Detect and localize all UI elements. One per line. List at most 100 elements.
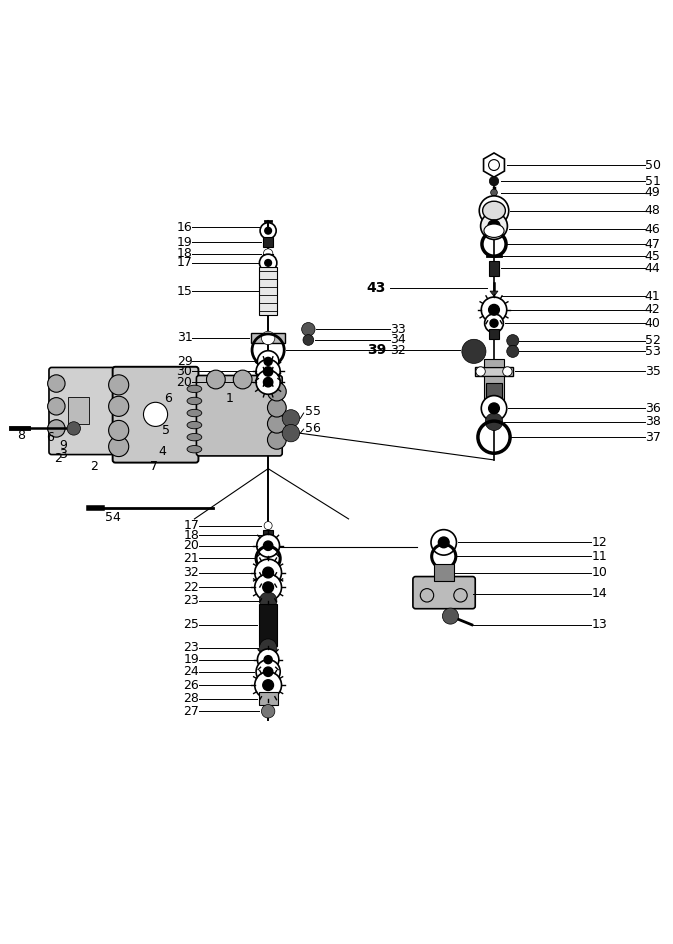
Text: 2: 2: [55, 452, 63, 465]
Text: 28: 28: [183, 692, 199, 705]
Text: 40: 40: [645, 316, 661, 329]
Bar: [259, 267, 277, 315]
Text: 6: 6: [46, 430, 54, 444]
Text: 13: 13: [591, 618, 607, 632]
Text: 16: 16: [176, 221, 192, 234]
Circle shape: [462, 339, 486, 363]
Text: 42: 42: [645, 303, 661, 316]
Ellipse shape: [187, 397, 202, 405]
Text: 23: 23: [183, 641, 199, 654]
Text: 32: 32: [390, 344, 406, 357]
Text: 23: 23: [183, 594, 199, 607]
Circle shape: [507, 334, 519, 346]
Bar: [69, 396, 89, 424]
Circle shape: [143, 402, 168, 427]
Circle shape: [108, 375, 129, 395]
FancyBboxPatch shape: [413, 577, 475, 609]
Text: 19: 19: [176, 236, 192, 248]
Text: 55: 55: [305, 405, 321, 418]
Text: 6: 6: [164, 392, 172, 405]
Circle shape: [108, 396, 129, 416]
Bar: [489, 329, 499, 339]
Text: 50: 50: [645, 159, 661, 172]
Text: 20: 20: [176, 376, 192, 389]
Text: 21: 21: [183, 552, 199, 565]
Ellipse shape: [187, 410, 202, 416]
Circle shape: [267, 398, 286, 417]
Text: 4: 4: [158, 446, 166, 459]
Text: 36: 36: [645, 402, 661, 414]
Text: 3: 3: [59, 448, 67, 461]
Circle shape: [485, 313, 503, 332]
Text: 53: 53: [645, 345, 661, 358]
Circle shape: [438, 537, 449, 548]
Bar: [262, 237, 273, 247]
Circle shape: [431, 530, 456, 555]
Text: 30: 30: [176, 365, 192, 378]
Circle shape: [261, 331, 275, 345]
Circle shape: [264, 656, 272, 664]
Text: 41: 41: [645, 290, 661, 303]
FancyBboxPatch shape: [49, 367, 125, 455]
Circle shape: [48, 397, 65, 415]
Bar: [433, 565, 454, 581]
Text: 46: 46: [645, 223, 661, 236]
Circle shape: [256, 660, 280, 683]
Bar: [262, 531, 273, 540]
Circle shape: [259, 639, 277, 656]
Circle shape: [264, 260, 271, 266]
Circle shape: [507, 346, 519, 358]
Circle shape: [479, 195, 509, 226]
Text: 32: 32: [183, 566, 199, 579]
Text: 22: 22: [183, 581, 199, 594]
Circle shape: [488, 220, 500, 232]
Circle shape: [263, 667, 273, 677]
Text: 54: 54: [105, 511, 121, 524]
Circle shape: [263, 367, 273, 376]
Circle shape: [267, 382, 286, 401]
Text: 37: 37: [645, 430, 661, 444]
Circle shape: [263, 541, 273, 550]
Circle shape: [207, 370, 225, 389]
Circle shape: [487, 204, 501, 217]
FancyBboxPatch shape: [197, 376, 282, 456]
Text: 10: 10: [591, 566, 607, 579]
Text: 24: 24: [183, 666, 199, 678]
Circle shape: [490, 319, 498, 328]
Bar: [486, 383, 502, 400]
Text: 48: 48: [645, 204, 661, 217]
Circle shape: [255, 574, 281, 600]
Circle shape: [48, 375, 65, 393]
Circle shape: [481, 212, 507, 240]
Text: 12: 12: [591, 536, 607, 548]
Circle shape: [489, 160, 499, 171]
Circle shape: [256, 370, 280, 395]
Text: 20: 20: [183, 539, 199, 552]
Text: 39: 39: [367, 343, 386, 357]
Text: 44: 44: [645, 261, 661, 275]
Ellipse shape: [187, 446, 202, 453]
Circle shape: [262, 680, 273, 690]
Bar: [252, 332, 285, 344]
Text: 17: 17: [183, 519, 199, 532]
Text: 34: 34: [390, 333, 406, 346]
Polygon shape: [490, 291, 498, 296]
Circle shape: [108, 436, 129, 457]
Text: 49: 49: [645, 186, 661, 199]
Ellipse shape: [483, 201, 505, 220]
FancyBboxPatch shape: [112, 367, 199, 463]
Text: 14: 14: [591, 587, 607, 600]
Text: 29: 29: [176, 355, 192, 368]
Circle shape: [481, 297, 507, 323]
Text: 51: 51: [645, 175, 661, 188]
Circle shape: [503, 367, 512, 376]
Text: 43: 43: [367, 280, 386, 295]
Circle shape: [442, 608, 458, 624]
Text: 35: 35: [645, 365, 661, 378]
Circle shape: [303, 334, 314, 346]
Bar: [484, 359, 504, 367]
Circle shape: [263, 378, 273, 387]
Text: 1: 1: [225, 392, 234, 405]
Text: 19: 19: [183, 653, 199, 666]
Text: 8: 8: [17, 429, 26, 442]
